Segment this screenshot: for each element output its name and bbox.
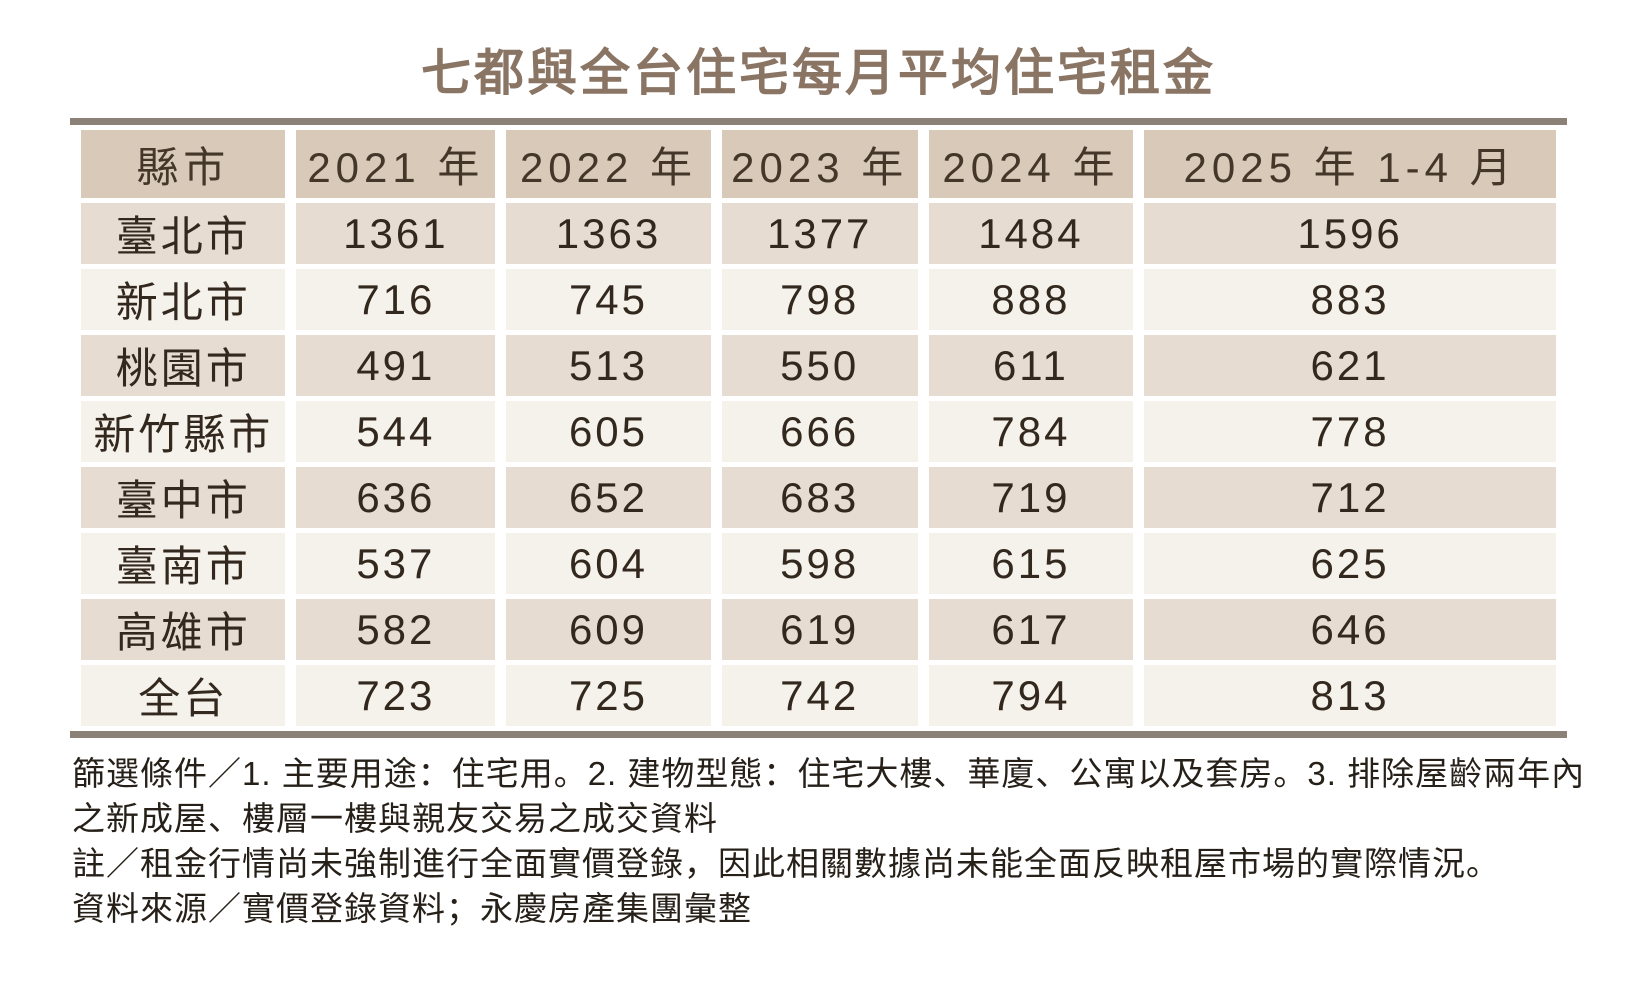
value-cell: 636 <box>296 467 496 528</box>
column-header-2023: 2023 年 <box>721 130 918 198</box>
table-row-taichung: 臺中市 636 652 683 719 712 <box>81 467 1556 528</box>
value-cell: 725 <box>506 665 711 726</box>
value-cell: 1377 <box>721 203 918 264</box>
value-cell: 813 <box>1144 665 1556 726</box>
value-cell: 550 <box>721 335 918 396</box>
value-cell: 617 <box>928 599 1134 660</box>
value-cell: 513 <box>506 335 711 396</box>
value-cell: 621 <box>1144 335 1556 396</box>
value-cell: 883 <box>1144 269 1556 330</box>
value-cell: 611 <box>928 335 1134 396</box>
value-cell: 723 <box>296 665 496 726</box>
value-cell: 544 <box>296 401 496 462</box>
table-row-kaohsiung: 高雄市 582 609 619 617 646 <box>81 599 1556 660</box>
table-row-nationwide: 全台 723 725 742 794 813 <box>81 665 1556 726</box>
column-header-region: 縣市 <box>81 130 286 198</box>
value-cell: 619 <box>721 599 918 660</box>
value-cell: 719 <box>928 467 1134 528</box>
value-cell: 1361 <box>296 203 496 264</box>
region-cell: 臺中市 <box>81 467 286 528</box>
value-cell: 652 <box>506 467 711 528</box>
rent-table-container: 縣市 2021 年 2022 年 2023 年 2024 年 2025 年 1-… <box>70 118 1567 738</box>
table-header-row: 縣市 2021 年 2022 年 2023 年 2024 年 2025 年 1-… <box>81 130 1556 198</box>
value-cell: 712 <box>1144 467 1556 528</box>
table-row-taipei: 臺北市 1361 1363 1377 1484 1596 <box>81 203 1556 264</box>
value-cell: 798 <box>721 269 918 330</box>
region-cell: 新北市 <box>81 269 286 330</box>
rent-table: 縣市 2021 年 2022 年 2023 年 2024 年 2025 年 1-… <box>70 125 1567 731</box>
region-cell: 臺南市 <box>81 533 286 594</box>
value-cell: 1484 <box>928 203 1134 264</box>
note-filter-criteria-line1: 篩選條件／1. 主要用途：住宅用。2. 建物型態：住宅大樓、華廈、公寓以及套房。… <box>72 755 1586 792</box>
table-row-tainan: 臺南市 537 604 598 615 625 <box>81 533 1556 594</box>
column-header-2021: 2021 年 <box>296 130 496 198</box>
value-cell: 615 <box>928 533 1134 594</box>
value-cell: 537 <box>296 533 496 594</box>
value-cell: 582 <box>296 599 496 660</box>
region-cell: 全台 <box>81 665 286 726</box>
value-cell: 666 <box>721 401 918 462</box>
column-header-2024: 2024 年 <box>928 130 1134 198</box>
region-cell: 高雄市 <box>81 599 286 660</box>
value-cell: 646 <box>1144 599 1556 660</box>
page-title: 七都與全台住宅每月平均住宅租金 <box>421 45 1216 101</box>
value-cell: 1596 <box>1144 203 1556 264</box>
value-cell: 778 <box>1144 401 1556 462</box>
region-cell: 新竹縣市 <box>81 401 286 462</box>
value-cell: 745 <box>506 269 711 330</box>
note-filter-criteria-line2: 之新成屋、樓層一樓與親友交易之成交資料 <box>72 800 718 837</box>
value-cell: 784 <box>928 401 1134 462</box>
note-data-source: 資料來源／實價登錄資料；永慶房產集團彙整 <box>72 890 752 927</box>
value-cell: 598 <box>721 533 918 594</box>
value-cell: 716 <box>296 269 496 330</box>
table-row-newtaipei: 新北市 716 745 798 888 883 <box>81 269 1556 330</box>
footnotes: 篩選條件／1. 主要用途：住宅用。2. 建物型態：住宅大樓、華廈、公寓以及套房。… <box>72 751 1586 931</box>
column-header-2022: 2022 年 <box>506 130 711 198</box>
value-cell: 604 <box>506 533 711 594</box>
value-cell: 491 <box>296 335 496 396</box>
value-cell: 625 <box>1144 533 1556 594</box>
region-cell: 桃園市 <box>81 335 286 396</box>
note-disclaimer: 註／租金行情尚未強制進行全面實價登錄，因此相關數據尚未能全面反映租屋市場的實際情… <box>72 845 1500 882</box>
region-cell: 臺北市 <box>81 203 286 264</box>
value-cell: 609 <box>506 599 711 660</box>
value-cell: 683 <box>721 467 918 528</box>
table-row-hsinchu: 新竹縣市 544 605 666 784 778 <box>81 401 1556 462</box>
value-cell: 742 <box>721 665 918 726</box>
table-row-taoyuan: 桃園市 491 513 550 611 621 <box>81 335 1556 396</box>
value-cell: 794 <box>928 665 1134 726</box>
column-header-2025: 2025 年 1-4 月 <box>1144 130 1556 198</box>
value-cell: 888 <box>928 269 1134 330</box>
value-cell: 605 <box>506 401 711 462</box>
value-cell: 1363 <box>506 203 711 264</box>
